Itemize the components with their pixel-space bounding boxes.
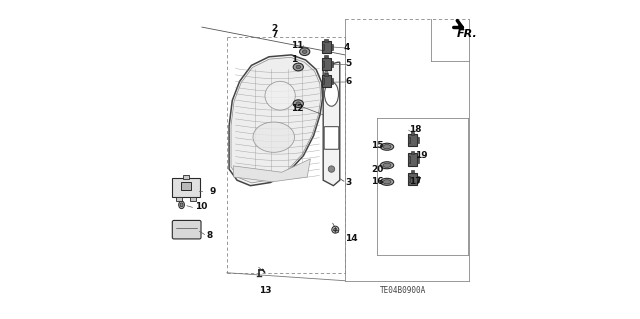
Ellipse shape bbox=[180, 203, 183, 207]
Ellipse shape bbox=[296, 102, 301, 106]
Text: 16: 16 bbox=[371, 177, 384, 186]
Bar bbox=[321, 41, 331, 53]
Bar bbox=[417, 137, 419, 144]
Polygon shape bbox=[231, 57, 321, 183]
Text: 3: 3 bbox=[346, 178, 352, 187]
Text: 20: 20 bbox=[371, 165, 384, 174]
Text: 9: 9 bbox=[210, 187, 216, 196]
Bar bbox=[408, 176, 410, 182]
Text: 11: 11 bbox=[291, 41, 303, 50]
Text: 15: 15 bbox=[371, 141, 383, 150]
Ellipse shape bbox=[333, 228, 337, 231]
Ellipse shape bbox=[380, 143, 394, 150]
Bar bbox=[172, 178, 200, 197]
Text: 6: 6 bbox=[346, 77, 352, 86]
Text: 18: 18 bbox=[409, 125, 421, 134]
Bar bbox=[411, 170, 415, 173]
Bar bbox=[417, 176, 419, 182]
Bar bbox=[411, 151, 415, 154]
Ellipse shape bbox=[302, 50, 307, 54]
Polygon shape bbox=[229, 55, 323, 186]
Text: 14: 14 bbox=[345, 234, 358, 243]
Bar bbox=[408, 157, 410, 163]
Ellipse shape bbox=[332, 226, 339, 233]
Ellipse shape bbox=[380, 178, 394, 185]
Text: 2: 2 bbox=[271, 24, 278, 33]
Text: 10: 10 bbox=[195, 202, 207, 211]
Ellipse shape bbox=[293, 63, 303, 71]
Bar bbox=[181, 182, 191, 190]
Bar bbox=[408, 173, 417, 185]
Ellipse shape bbox=[300, 48, 310, 56]
Bar bbox=[408, 153, 417, 166]
Bar bbox=[331, 44, 333, 50]
Bar bbox=[183, 175, 189, 179]
Text: FR.: FR. bbox=[456, 29, 477, 39]
Bar bbox=[324, 55, 328, 58]
Text: 19: 19 bbox=[415, 151, 428, 160]
Ellipse shape bbox=[253, 122, 294, 152]
Bar bbox=[321, 61, 323, 67]
Ellipse shape bbox=[293, 100, 303, 108]
Ellipse shape bbox=[265, 81, 295, 110]
Ellipse shape bbox=[383, 163, 391, 167]
Text: 8: 8 bbox=[206, 231, 212, 240]
Bar bbox=[324, 73, 328, 76]
Text: TE04B0900A: TE04B0900A bbox=[380, 286, 426, 295]
Ellipse shape bbox=[328, 166, 335, 172]
Bar bbox=[411, 132, 415, 135]
Text: 13: 13 bbox=[259, 286, 271, 294]
Text: 7: 7 bbox=[271, 30, 278, 39]
Ellipse shape bbox=[179, 201, 184, 209]
Bar bbox=[408, 134, 417, 146]
Bar bbox=[321, 78, 323, 85]
Bar bbox=[417, 157, 419, 163]
Bar bbox=[331, 61, 333, 67]
Bar bbox=[408, 137, 410, 144]
Polygon shape bbox=[233, 159, 310, 182]
Bar bbox=[321, 75, 331, 87]
Bar bbox=[191, 197, 196, 201]
Ellipse shape bbox=[296, 65, 301, 69]
Bar bbox=[177, 197, 182, 201]
Bar bbox=[321, 58, 331, 70]
Ellipse shape bbox=[383, 180, 391, 184]
Polygon shape bbox=[323, 62, 340, 186]
Ellipse shape bbox=[380, 162, 394, 169]
Ellipse shape bbox=[383, 145, 391, 149]
Text: 1: 1 bbox=[291, 56, 298, 64]
Ellipse shape bbox=[324, 71, 328, 74]
Ellipse shape bbox=[324, 82, 339, 106]
Bar bbox=[331, 78, 333, 85]
FancyBboxPatch shape bbox=[172, 220, 201, 239]
Text: 5: 5 bbox=[346, 59, 352, 68]
Text: 4: 4 bbox=[344, 43, 350, 52]
Text: 17: 17 bbox=[409, 177, 421, 186]
FancyBboxPatch shape bbox=[324, 127, 339, 149]
Bar bbox=[324, 39, 328, 42]
Text: 12: 12 bbox=[291, 104, 303, 113]
Bar bbox=[321, 44, 323, 50]
